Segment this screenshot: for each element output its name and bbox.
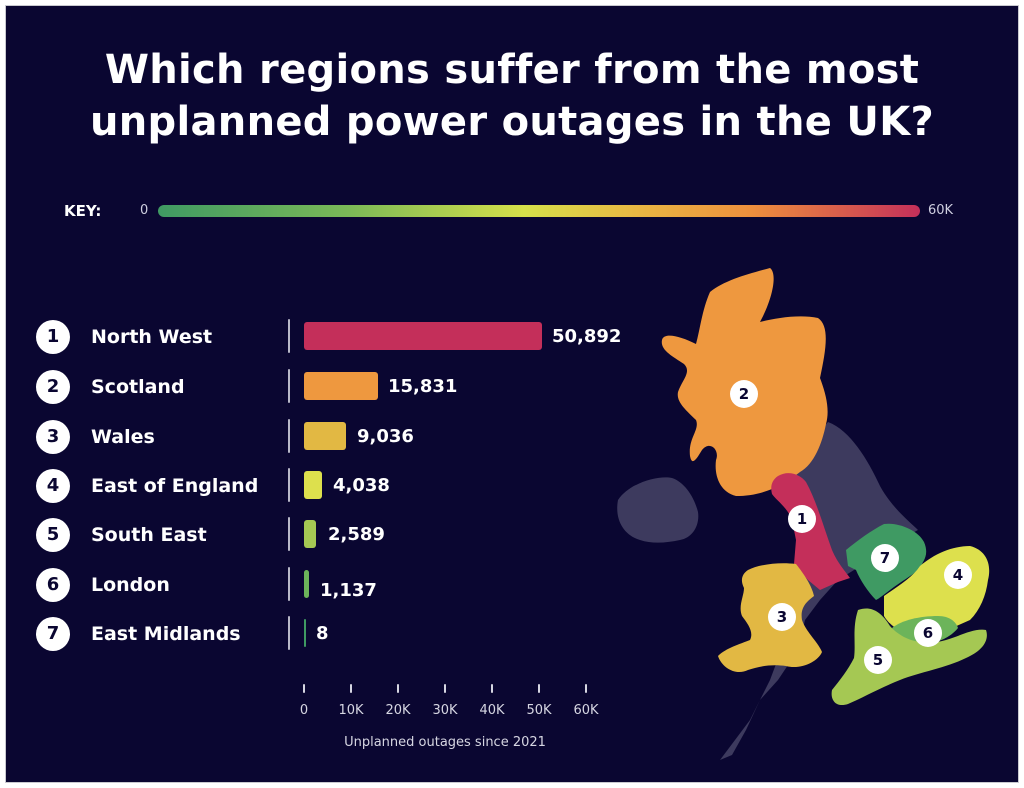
map-pin-3: 3 — [768, 603, 796, 631]
map-pin-1: 1 — [788, 505, 816, 533]
value-label: 8 — [316, 623, 329, 644]
x-tick-label: 10K — [338, 703, 364, 718]
bar-row-east-midlands: 7 East Midlands 8 — [0, 615, 660, 655]
map-pin-7: 7 — [871, 544, 899, 572]
bar-row-east-of-england: 4 East of England 4,038 — [0, 467, 660, 507]
rank-badge: 5 — [36, 518, 70, 552]
region-name: Wales — [91, 426, 155, 448]
key-label: KEY: — [64, 202, 102, 220]
rank-badge: 3 — [36, 420, 70, 454]
map-pin-4: 4 — [944, 561, 972, 589]
x-tick-label: 60K — [573, 703, 599, 718]
bar — [304, 372, 378, 400]
x-tick — [397, 684, 399, 693]
rank-badge: 2 — [36, 370, 70, 404]
bar-row-wales: 3 Wales 9,036 — [0, 418, 660, 458]
value-label: 2,589 — [328, 524, 385, 545]
x-tick-label: 20K — [385, 703, 411, 718]
region-south-east — [831, 608, 987, 706]
rank-badge: 6 — [36, 568, 70, 602]
bar-row-north-west: 1 North West 50,892 — [0, 318, 660, 358]
x-tick — [585, 684, 587, 693]
key-min-label: 0 — [140, 203, 149, 218]
title-line-1: Which regions suffer from the most — [104, 47, 920, 93]
x-tick-label: 50K — [526, 703, 552, 718]
x-tick — [538, 684, 540, 693]
axis-separator — [288, 567, 290, 601]
region-england-other — [720, 422, 918, 760]
region-name: East of England — [91, 475, 259, 497]
value-label: 4,038 — [333, 475, 390, 496]
rank-badge: 4 — [36, 469, 70, 503]
region-name: East Midlands — [91, 623, 241, 645]
region-name: Scotland — [91, 376, 185, 398]
bar-row-scotland: 2 Scotland 15,831 — [0, 368, 660, 408]
bar — [304, 471, 322, 499]
axis-separator — [288, 616, 290, 650]
bar — [304, 520, 316, 548]
region-name: North West — [91, 326, 213, 348]
axis-separator — [288, 369, 290, 403]
axis-separator — [288, 517, 290, 551]
rank-badge: 1 — [36, 320, 70, 354]
map-pin-5: 5 — [864, 646, 892, 674]
uk-map-svg — [617, 268, 990, 760]
x-tick-label: 0 — [299, 703, 309, 718]
value-label: 1,137 — [320, 580, 377, 601]
region-north-west — [771, 473, 850, 590]
bar — [304, 619, 306, 647]
region-name: South East — [91, 524, 207, 546]
value-label: 15,831 — [388, 376, 458, 397]
color-scale-bar — [158, 205, 920, 217]
x-tick — [350, 684, 352, 693]
rank-badge: 7 — [36, 617, 70, 651]
region-name: London — [91, 574, 170, 596]
bar-row-london: 6 London 1,137 — [0, 566, 660, 606]
value-label: 50,892 — [552, 326, 622, 347]
x-tick-label: 40K — [479, 703, 505, 718]
x-tick-label: 30K — [432, 703, 458, 718]
title-line-2: unplanned power outages in the UK? — [90, 99, 934, 145]
value-label: 9,036 — [357, 426, 414, 447]
axis-separator — [288, 468, 290, 502]
x-tick — [444, 684, 446, 693]
region-northern-ireland — [617, 477, 699, 543]
x-tick — [303, 684, 305, 693]
axis-separator — [288, 419, 290, 453]
page-title: Which regions suffer from the most unpla… — [0, 44, 1024, 148]
map-pin-6: 6 — [914, 619, 942, 647]
bar-row-south-east: 5 South East 2,589 — [0, 516, 660, 556]
x-axis-label: Unplanned outages since 2021 — [344, 735, 546, 750]
infographic-frame — [5, 5, 1019, 783]
uk-map: 2 1 3 7 4 6 5 — [600, 260, 1000, 760]
map-pin-2: 2 — [730, 380, 758, 408]
key-max-label: 60K — [928, 203, 954, 218]
bar — [304, 570, 309, 598]
bar — [304, 422, 346, 450]
x-tick — [491, 684, 493, 693]
bar — [304, 322, 542, 350]
axis-separator — [288, 319, 290, 353]
